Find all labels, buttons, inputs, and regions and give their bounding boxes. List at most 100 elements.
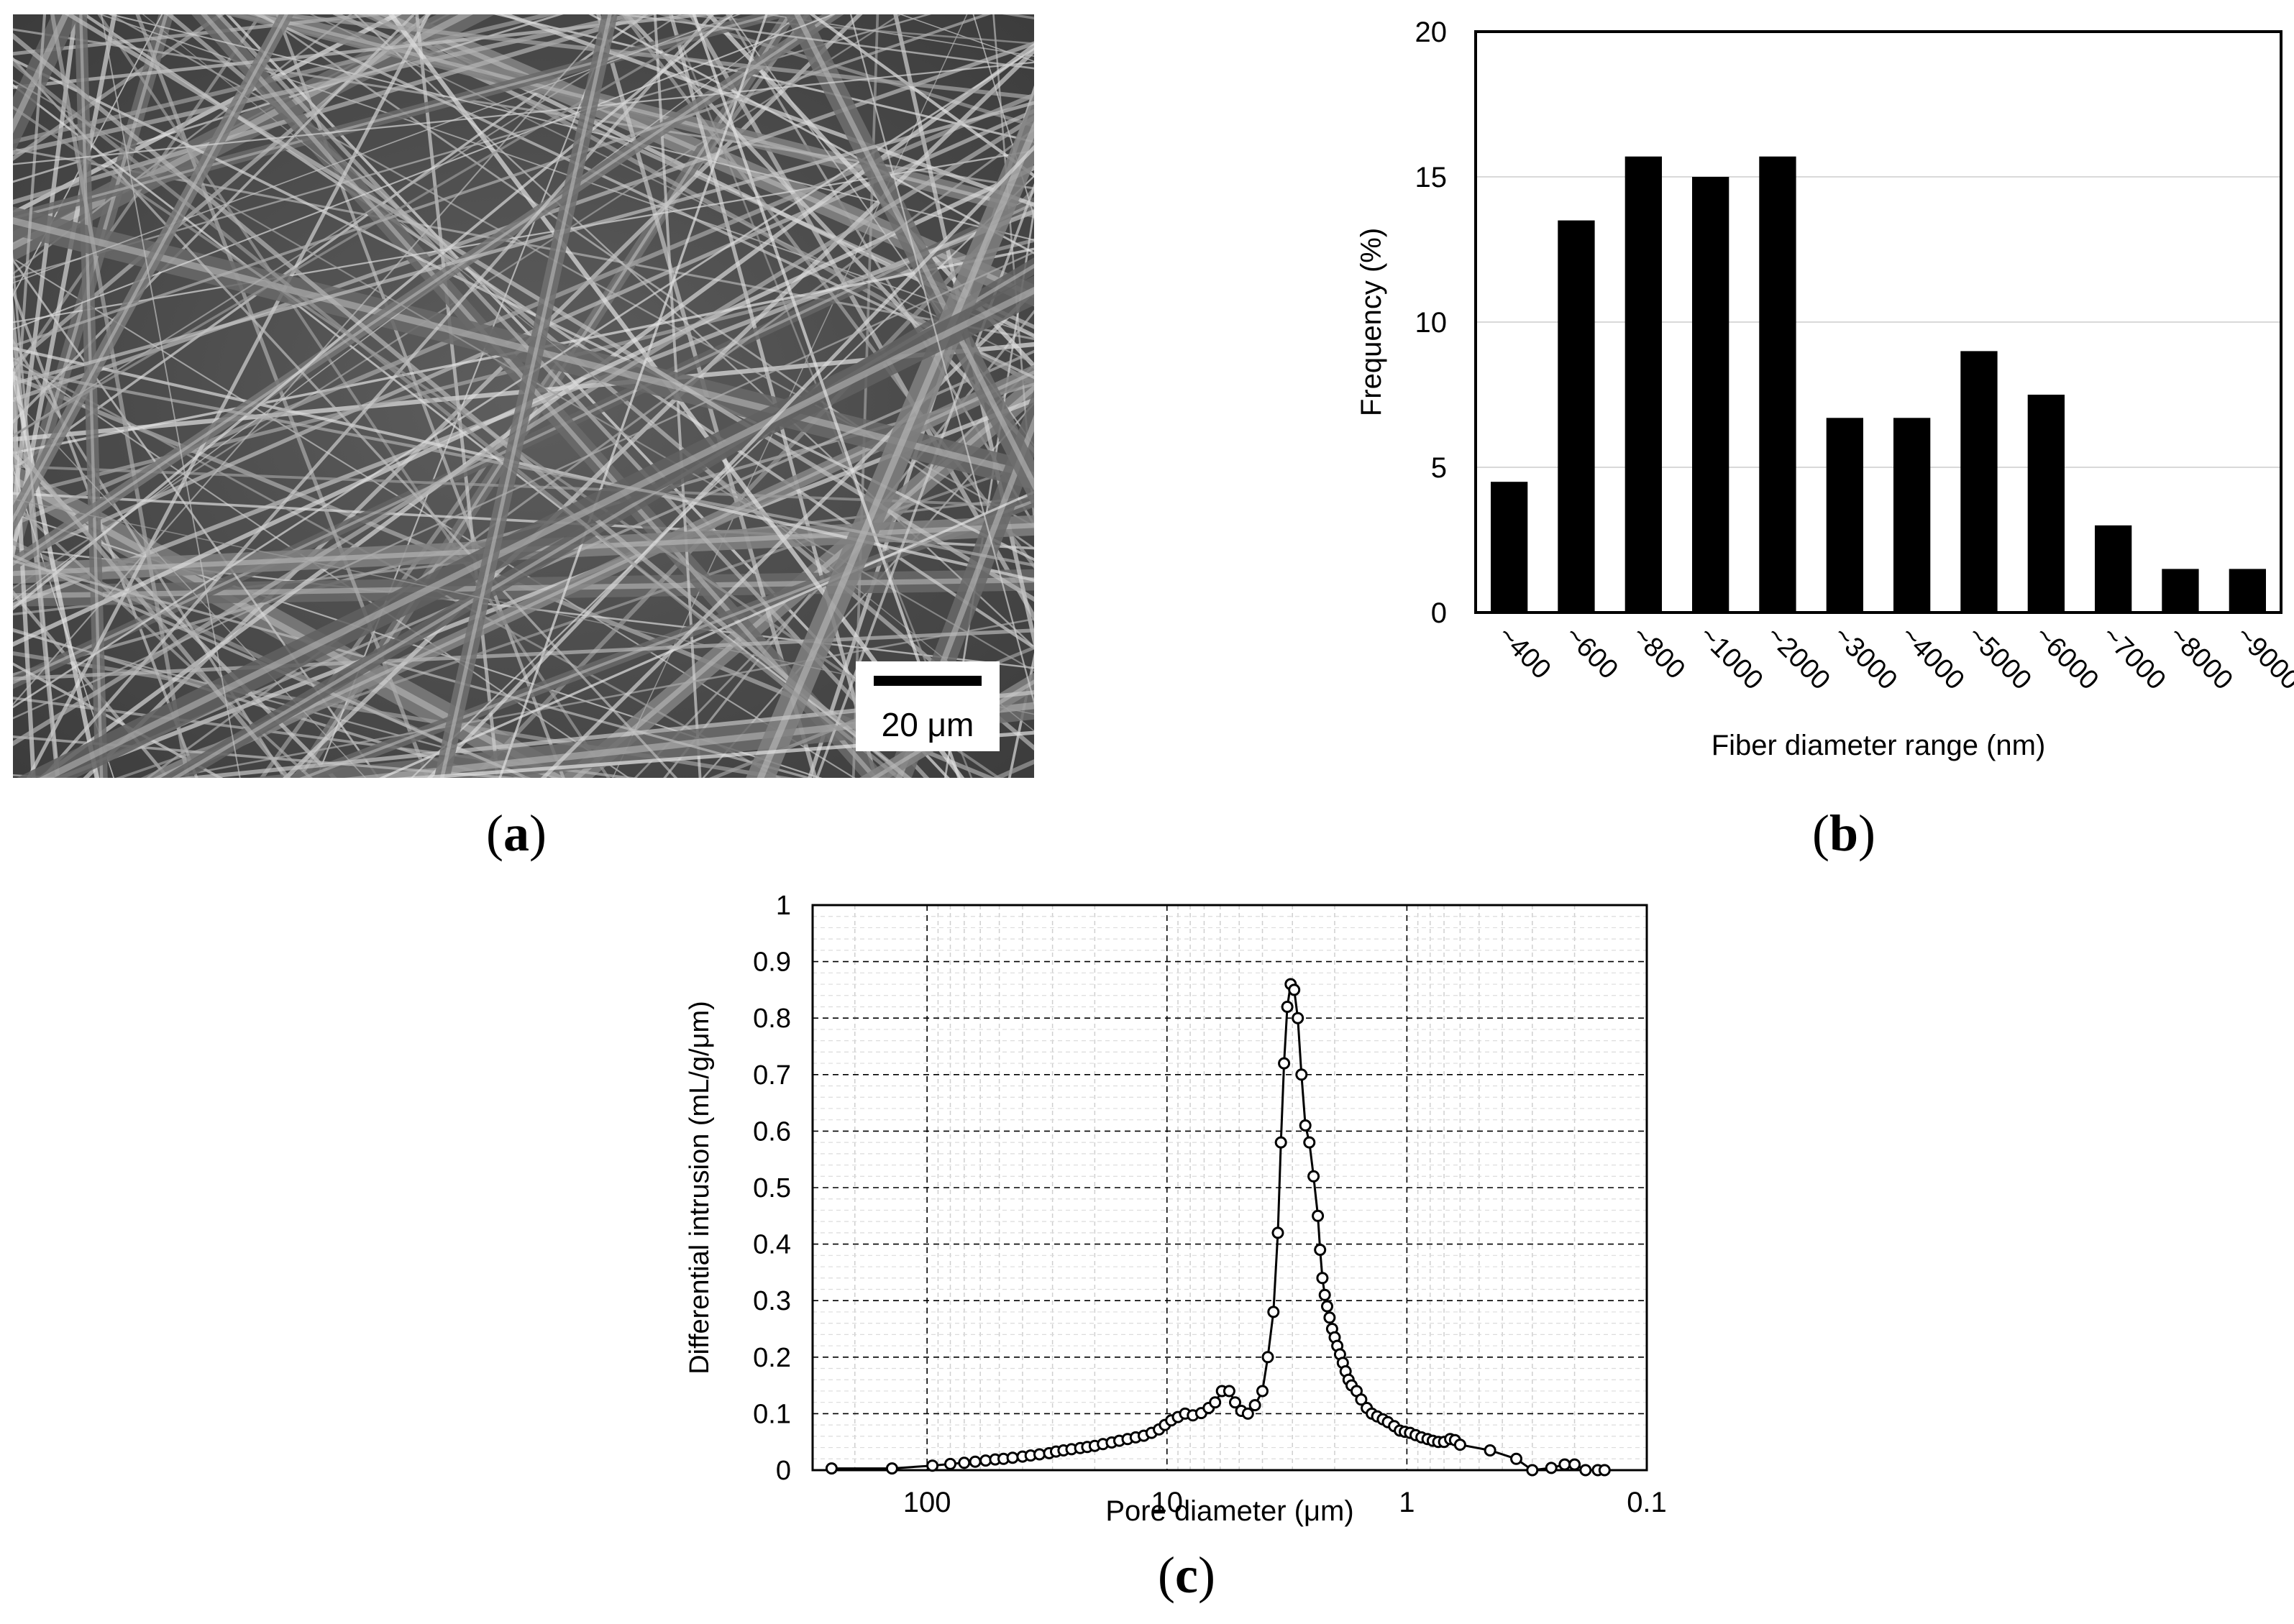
fiber-highlight: [13, 14, 288, 523]
chart-c-data-point: [1484, 1444, 1496, 1456]
chart-c-data-point: [1267, 1306, 1280, 1318]
fiber: [13, 60, 902, 778]
chart-b-x-tick-label: ~4000: [1894, 620, 1970, 696]
fiber: [309, 14, 1034, 364]
chart-c-y-tick-label: 0.5: [753, 1173, 791, 1203]
chart-b-plot-frame: [1474, 30, 2282, 614]
fiber: [13, 251, 1034, 720]
pore-diameter-chart: 00.10.20.30.40.50.60.70.80.91 100 10 1 0.1 …: [685, 891, 1667, 1527]
fiber-highlight: [13, 217, 1034, 480]
chart-b-y-tick-label: 0: [1431, 597, 1447, 629]
chart-b-bar: [1759, 156, 1796, 613]
chart-c-y-tick-label: 0.1: [753, 1399, 791, 1429]
chart-c-data-point: [1568, 1458, 1581, 1471]
chart-b-x-tick-label: ~8000: [2163, 620, 2239, 696]
fiber-highlight: [201, 14, 878, 778]
chart-c-data-point: [1274, 1136, 1287, 1149]
fiber: [13, 14, 47, 491]
chart-c-data-point: [1229, 1396, 1241, 1409]
chart-b-bar: [1692, 177, 1729, 613]
chart-c-data-point: [1558, 1458, 1571, 1471]
fiber: [13, 14, 734, 611]
chart-b-y-tick-label: 15: [1415, 162, 1448, 193]
fiber: [13, 14, 992, 348]
chart-c-data-point: [1312, 1209, 1325, 1222]
fiber: [13, 628, 1034, 681]
fiber: [50, 14, 190, 778]
caption-c: (c): [1158, 1546, 1215, 1604]
chart-c-y-tick-label: 0.4: [753, 1230, 791, 1260]
chart-b-x-tick-label: ~1000: [1693, 620, 1768, 696]
chart-c-x-axis-label: Pore diameter (μm): [1105, 1495, 1353, 1527]
chart-c-data-point: [1323, 1311, 1336, 1324]
chart-b-x-tick-labels: ~400 ~600 ~800 ~1000~2000~3000~4000~5000~60…: [1491, 620, 2294, 696]
chart-b-x-tick-label: ~800: [1626, 620, 1691, 685]
fiber: [849, 14, 1034, 706]
fiber: [992, 759, 1034, 778]
chart-c-data-point: [926, 1459, 939, 1472]
fiber-highlight: [39, 286, 1034, 778]
chart-c-data-point: [1006, 1451, 1019, 1464]
fiber: [13, 32, 912, 778]
chart-c-y-tick-label: 0.7: [753, 1060, 791, 1091]
chart-b-bar: [1558, 220, 1595, 613]
chart-c-data-point: [1209, 1396, 1222, 1409]
chart-c-y-tick-label: 0.9: [753, 948, 791, 978]
chart-b-bar: [2229, 569, 2266, 613]
fiber-highlight: [299, 499, 1034, 778]
fiber: [612, 14, 968, 778]
chart-c-data-point: [1545, 1462, 1558, 1474]
fiber: [13, 14, 558, 144]
fiber: [13, 357, 782, 778]
chart-b-x-tick-label: ~2000: [1760, 620, 1836, 696]
fiber: [53, 398, 1034, 778]
caption-a: (a): [486, 804, 547, 862]
chart-c-x-tick-label: 1: [1399, 1487, 1415, 1518]
chart-c-data-point: [1281, 1001, 1294, 1013]
fiber: [415, 14, 500, 778]
scale-bar-line: [874, 676, 982, 686]
chart-c-plot-frame: [811, 904, 1648, 1472]
scale-bar: 20 μm: [856, 661, 1000, 751]
chart-b-bar: [1624, 156, 1662, 613]
chart-c-data-point: [1321, 1300, 1333, 1313]
chart-b-x-tick-label: ~9000: [2230, 620, 2294, 696]
fiber-highlight: [13, 14, 836, 566]
fiber: [13, 14, 682, 437]
fiber: [1002, 14, 1034, 20]
chart-c-y-tick-label: 0.8: [753, 1004, 791, 1034]
chart-b-bars: [1491, 156, 2266, 613]
chart-c-data-point: [885, 1462, 898, 1475]
fiber: [972, 14, 1034, 219]
chart-b-y-tick-label: 10: [1415, 307, 1448, 339]
fiber: [426, 144, 1034, 778]
fiber: [101, 14, 241, 778]
chart-c-data-point: [1318, 1288, 1331, 1301]
chart-c-data-point: [1598, 1464, 1611, 1477]
chart-c-data-point: [1355, 1393, 1368, 1406]
chart-b-y-axis-label: Frequency (%): [1356, 228, 1387, 416]
chart-c-data-point: [1033, 1448, 1046, 1461]
chart-c-x-tick-labels: 100 10 1 0.1: [903, 1487, 1667, 1518]
fiber: [499, 14, 1034, 207]
chart-c-x-tick-label: 0.1: [1627, 1487, 1667, 1518]
chart-b-y-tick-labels: 0 5 10 15 20: [1415, 17, 1448, 629]
chart-c-data-point: [1316, 1272, 1329, 1285]
chart-c-y-tick-label: 1: [776, 891, 791, 921]
sem-micrograph: 20 μm: [13, 14, 1034, 778]
chart-c-data-point: [969, 1455, 982, 1468]
fiber: [13, 252, 60, 778]
chart-c-data-point: [944, 1457, 956, 1470]
chart-c-data-point: [1292, 1011, 1304, 1024]
fiber: [13, 14, 225, 161]
fiber: [26, 14, 431, 778]
fiber: [662, 14, 1034, 45]
fiber: [851, 14, 879, 778]
chart-b-y-tick-label: 20: [1415, 17, 1448, 48]
fiber: [13, 14, 432, 368]
chart-b-x-tick-label: ~5000: [1962, 620, 2037, 696]
fiber: [764, 14, 1034, 58]
chart-c-y-tick-label: 0.3: [753, 1286, 791, 1316]
chart-b-bar: [1826, 418, 1863, 613]
chart-c-series: [825, 978, 1611, 1477]
